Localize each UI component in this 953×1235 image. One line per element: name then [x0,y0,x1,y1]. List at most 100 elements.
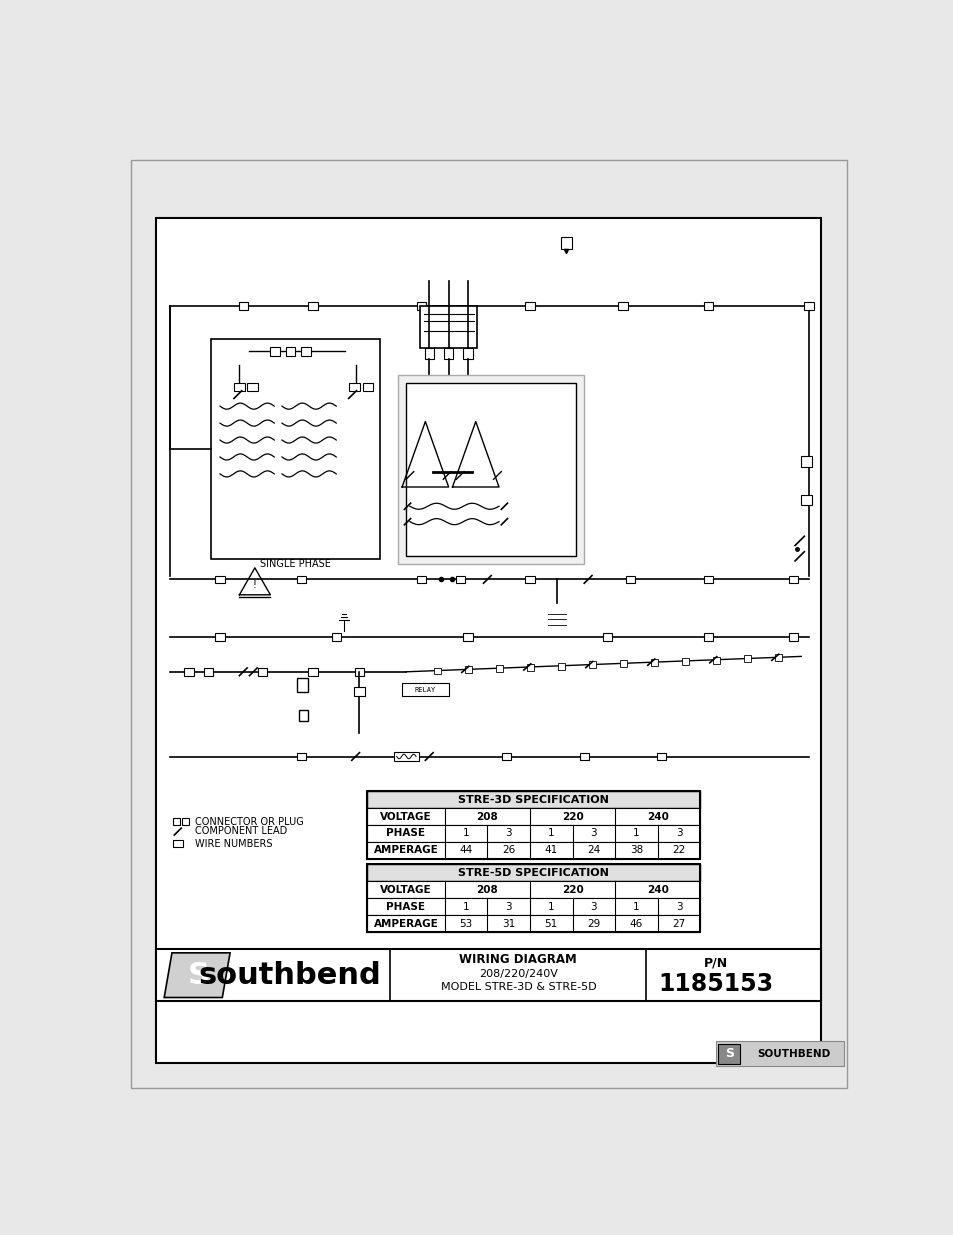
Bar [588,662,596,668]
Text: SOUTHBEND: SOUTHBEND [756,1049,829,1058]
Text: 31: 31 [501,919,515,929]
Bar [703,576,712,583]
Bar [712,657,720,663]
Bar [803,303,813,310]
Bar [397,375,583,564]
Text: !: ! [253,579,256,590]
Bar [184,668,193,676]
Text: 41: 41 [544,846,558,856]
Bar [296,752,306,761]
Text: 1: 1 [547,902,554,911]
Text: WIRING DIAGRAM: WIRING DIAGRAM [459,953,577,966]
Bar [367,792,700,808]
Bar [173,840,183,847]
Text: CONNECTOR OR PLUG: CONNECTOR OR PLUG [195,816,304,827]
Bar [424,348,434,359]
Bar [355,668,364,676]
Bar [618,303,627,310]
Bar [367,825,700,842]
Text: 22: 22 [672,846,685,856]
Bar [332,634,340,641]
Text: 51: 51 [544,919,558,929]
Bar [156,948,821,1002]
Bar [526,664,534,671]
Bar [716,1041,843,1066]
Bar [416,303,426,310]
Text: 1: 1 [547,829,554,839]
Bar [525,303,534,310]
Bar [558,663,564,669]
Bar [301,347,311,356]
Text: PHASE: PHASE [386,902,425,911]
Bar [367,864,700,932]
Text: 1: 1 [462,829,469,839]
Text: 3: 3 [675,902,681,911]
Bar [298,710,308,721]
Text: 1: 1 [633,902,639,911]
Text: 3: 3 [590,902,597,911]
Bar [367,898,700,915]
Text: RELAY: RELAY [415,687,436,693]
Text: southbend: southbend [198,961,381,989]
Text: 208: 208 [476,884,497,894]
Text: 24: 24 [587,846,600,856]
Text: 27: 27 [672,919,685,929]
Bar [703,634,712,641]
Bar [657,752,666,761]
Bar [456,576,464,583]
Bar [464,667,472,673]
Bar [625,576,635,583]
Bar [348,383,359,390]
Text: WIRE NUMBERS: WIRE NUMBERS [195,839,273,848]
Bar [579,752,588,761]
Bar [774,655,781,661]
Bar [367,808,700,825]
Bar [367,792,700,858]
Text: 208/220/240V: 208/220/240V [478,968,558,978]
Bar [394,752,418,761]
Bar [525,576,534,583]
Bar [367,882,700,898]
Bar [270,347,279,356]
Text: S: S [188,961,210,989]
Text: 208: 208 [476,811,497,821]
Bar [619,661,626,667]
Text: 3: 3 [505,902,512,911]
Bar [402,683,448,695]
Text: 3: 3 [590,829,597,839]
Bar [286,347,294,356]
Text: 1: 1 [633,829,639,839]
Bar [501,752,511,761]
Text: COMPONENT LEAD: COMPONENT LEAD [195,826,287,836]
Bar [434,667,440,674]
Bar [247,383,257,390]
Text: MODEL STRE-3D & STRE-5D: MODEL STRE-3D & STRE-5D [440,983,596,993]
Bar [496,666,502,672]
Bar [743,656,750,662]
Bar [211,340,379,558]
Bar [257,668,267,676]
Text: VOLTAGE: VOLTAGE [380,811,432,821]
Polygon shape [164,953,230,998]
Text: AMPERAGE: AMPERAGE [374,919,438,929]
Text: SINGLE PHASE: SINGLE PHASE [259,559,331,569]
Bar [204,668,213,676]
Bar [215,634,224,641]
Text: STRE-5D SPECIFICATION: STRE-5D SPECIFICATION [458,868,609,878]
Text: 38: 38 [629,846,642,856]
Bar [362,383,373,390]
Bar [296,576,306,583]
Bar [233,383,245,390]
Bar [215,576,224,583]
Text: 3: 3 [675,829,681,839]
Bar [419,306,476,348]
Text: 1185153: 1185153 [658,972,773,997]
Bar [308,303,317,310]
Bar [443,348,453,359]
Bar [801,495,811,505]
Bar [801,456,811,467]
Text: 220: 220 [561,811,583,821]
Text: 46: 46 [629,919,642,929]
Bar [182,818,189,825]
Bar [308,668,317,676]
